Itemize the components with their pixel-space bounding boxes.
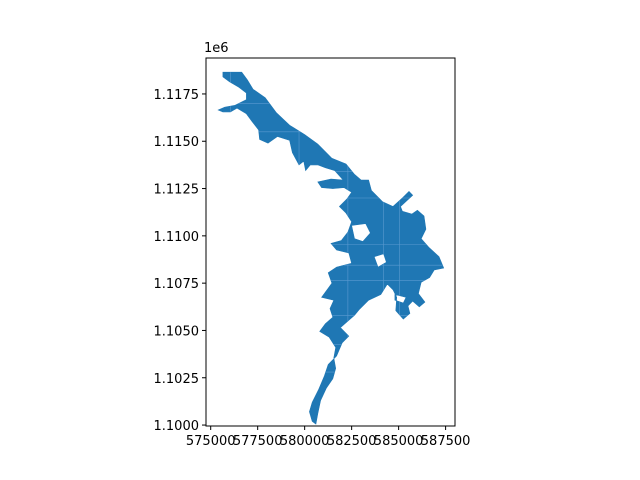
y-tick-label: 1.1100 (154, 230, 200, 245)
x-tick-label: 577500 (233, 434, 283, 449)
map-layer (217, 71, 445, 425)
geometry-shape (217, 71, 445, 425)
x-tick-label: 580000 (280, 434, 330, 449)
y-axis-offset-label: 1e6 (204, 41, 229, 56)
y-axis: 1.1000 1.1025 1.1050 1.1075 1.1100 1.1125 1.11… (154, 88, 206, 434)
y-tick-label: 1.1050 (154, 324, 200, 339)
y-tick-label: 1.1000 (154, 419, 200, 434)
x-tick-label: 582500 (327, 434, 377, 449)
y-tick-label: 1.1125 (154, 183, 200, 198)
y-tick-label: 1.1175 (154, 88, 200, 103)
y-tick-label: 1.1150 (154, 135, 200, 150)
y-tick-label: 1.1025 (154, 372, 200, 387)
x-tick-label: 587500 (421, 434, 471, 449)
y-tick-label: 1.1075 (154, 277, 200, 292)
axes-frame (205, 57, 456, 427)
x-tick-label: 575000 (186, 434, 236, 449)
x-tick-label: 585000 (374, 434, 424, 449)
